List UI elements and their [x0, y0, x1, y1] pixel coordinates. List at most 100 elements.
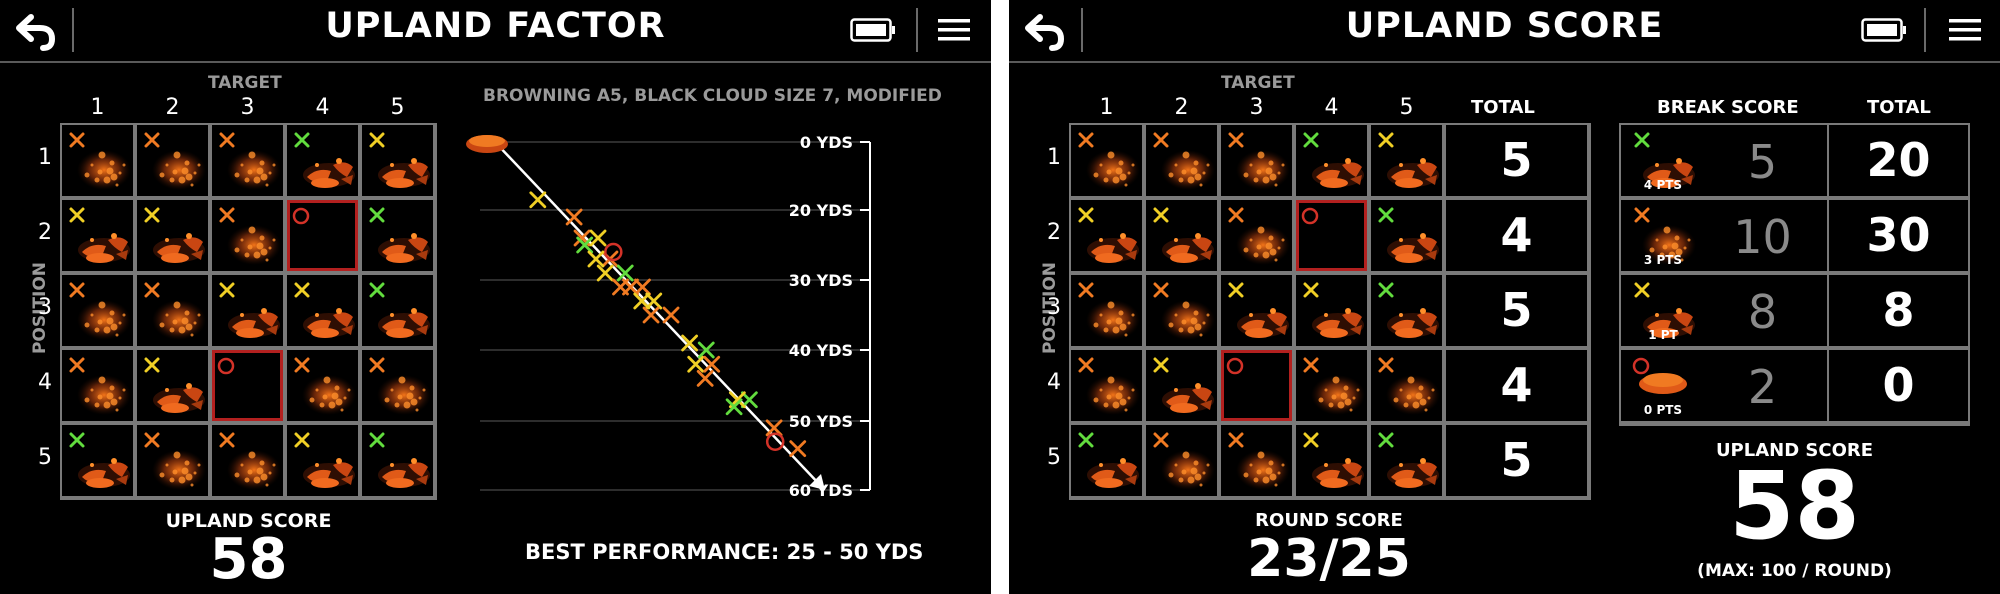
break-marker [294, 432, 355, 488]
target-cell-3-1[interactable] [1071, 275, 1142, 346]
distance-chart: 0 YDS 20 YDS 30 YDS 40 YDS 50 YDS 60 YDS [466, 133, 871, 500]
break-total-header: TOTAL [1867, 97, 1931, 118]
battery-full-icon[interactable] [1861, 18, 1907, 42]
break-marker [1303, 282, 1364, 338]
shot-point [589, 229, 607, 247]
target-cell-5-3[interactable] [1221, 425, 1292, 496]
target-cell-3-2[interactable] [137, 275, 208, 346]
target-cell-2-4[interactable] [287, 200, 358, 271]
target-cell-4-4[interactable] [287, 350, 358, 421]
undo-arrow-icon[interactable] [1019, 8, 1071, 52]
target-cell-2-5[interactable] [362, 200, 433, 271]
target-cell-1-3[interactable] [1221, 125, 1292, 196]
target-cell-5-2[interactable] [1146, 425, 1217, 496]
row-total-4: 4 [1446, 350, 1587, 421]
target-cell-3-3[interactable] [212, 275, 283, 346]
break-marker [69, 132, 131, 190]
target-cell-2-3[interactable] [212, 200, 283, 271]
shot-point [789, 440, 807, 457]
header-bar: UPLAND FACTOR [0, 0, 991, 63]
target-cell-2-2[interactable] [137, 200, 208, 271]
upland-max-label: (MAX: 100 / ROUND) [1697, 561, 1892, 581]
target-cell-4-2[interactable] [137, 350, 208, 421]
target-cell-3-3[interactable] [1221, 275, 1292, 346]
target-cell-1-1[interactable] [1071, 125, 1142, 196]
hamburger-menu-icon[interactable] [1947, 14, 1983, 46]
target-cell-5-3[interactable] [212, 425, 283, 496]
break-marker [69, 357, 131, 415]
break-type-row-1: 4 PTS 5 [1621, 125, 1827, 196]
target-cell-1-5[interactable] [1371, 125, 1442, 196]
target-cell-1-4[interactable] [287, 125, 358, 196]
break-marker [1378, 207, 1439, 263]
target-cell-2-2[interactable] [1146, 200, 1217, 271]
trend-line [494, 141, 822, 487]
target-cell-2-3[interactable] [1221, 200, 1292, 271]
target-cell-4-3[interactable] [1221, 350, 1292, 421]
gun-setup-label: BROWNING A5, BLACK CLOUD SIZE 7, MODIFIE… [483, 86, 942, 106]
break-marker [1378, 357, 1440, 415]
shot-point [616, 264, 634, 282]
break-marker [369, 432, 430, 488]
hamburger-menu-icon[interactable] [936, 14, 972, 46]
shot-point [587, 250, 605, 268]
target-cell-1-1[interactable] [62, 125, 133, 196]
target-cell-1-4[interactable] [1296, 125, 1367, 196]
target-cell-4-1[interactable] [1071, 350, 1142, 421]
undo-arrow-icon[interactable] [10, 8, 62, 52]
target-cell-5-5[interactable] [1371, 425, 1442, 496]
battery-full-icon[interactable] [850, 18, 896, 42]
break-marker [1078, 357, 1140, 415]
miss-highlight [1221, 350, 1292, 421]
target-cell-5-1[interactable] [62, 425, 133, 496]
target-cell-5-5[interactable] [362, 425, 433, 496]
row-total-2: 4 [1446, 200, 1587, 271]
target-cell-3-4[interactable] [1296, 275, 1367, 346]
target-cell-2-4[interactable] [1296, 200, 1367, 271]
target-cell-3-1[interactable] [62, 275, 133, 346]
target-cell-3-4[interactable] [287, 275, 358, 346]
break-marker [144, 432, 206, 490]
break-marker [1153, 357, 1214, 413]
target-cell-4-2[interactable] [1146, 350, 1217, 421]
target-cell-2-5[interactable] [1371, 200, 1442, 271]
target-cell-1-2[interactable] [1146, 125, 1217, 196]
target-cell-2-1[interactable] [62, 200, 133, 271]
column-number-2: 2 [165, 95, 180, 120]
column-number-5: 5 [1399, 95, 1414, 120]
target-cell-3-5[interactable] [1371, 275, 1442, 346]
shot-point [725, 398, 743, 416]
shot-point [696, 370, 714, 387]
target-cell-3-2[interactable] [1146, 275, 1217, 346]
column-number-1: 1 [1099, 95, 1114, 120]
column-number-2: 2 [1174, 95, 1189, 120]
target-cell-4-4[interactable] [1296, 350, 1367, 421]
column-number-4: 4 [315, 95, 330, 120]
break-marker [1303, 132, 1364, 188]
target-cell-1-3[interactable] [212, 125, 283, 196]
yardage-label: 50 YDS [789, 412, 853, 431]
target-cell-4-5[interactable] [1371, 350, 1442, 421]
row-number-1: 1 [1047, 145, 1061, 170]
shot-point [687, 355, 705, 373]
header-bar: UPLAND SCORE [1009, 0, 2000, 63]
yardage-label: 60 YDS [789, 481, 853, 500]
target-cell-1-2[interactable] [137, 125, 208, 196]
target-cell-5-1[interactable] [1071, 425, 1142, 496]
break-marker [219, 207, 281, 265]
target-cell-5-4[interactable] [1296, 425, 1367, 496]
upland-score-label: UPLAND SCORE [165, 510, 332, 532]
target-cell-2-1[interactable] [1071, 200, 1142, 271]
target-cell-5-2[interactable] [137, 425, 208, 496]
target-cell-4-1[interactable] [62, 350, 133, 421]
break-score-header: BREAK SCORE [1657, 97, 1799, 118]
break-type-row-4: 0 PTS 2 [1621, 350, 1827, 421]
target-label: TARGET [1221, 73, 1295, 93]
target-cell-3-5[interactable] [362, 275, 433, 346]
target-cell-4-3[interactable] [212, 350, 283, 421]
header-divider [1081, 8, 1083, 52]
target-cell-4-5[interactable] [362, 350, 433, 421]
target-cell-5-4[interactable] [287, 425, 358, 496]
best-performance-label: BEST PERFORMANCE: 25 - 50 YDS [525, 540, 924, 564]
target-cell-1-5[interactable] [362, 125, 433, 196]
